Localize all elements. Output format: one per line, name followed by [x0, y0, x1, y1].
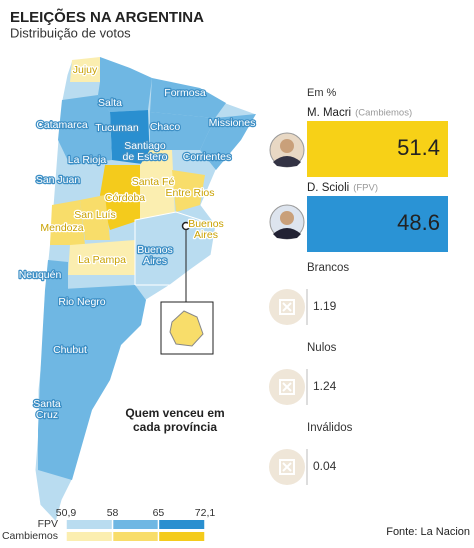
unit: Em % — [307, 87, 337, 99]
inset-city — [169, 310, 204, 347]
candidate-name: M. Macri — [307, 107, 351, 119]
region — [40, 325, 141, 380]
result-value: 51.4 — [397, 135, 440, 160]
province-label: Chaco — [150, 121, 181, 133]
capital-marker — [181, 221, 191, 231]
region — [98, 57, 152, 112]
region — [140, 150, 175, 220]
candidate-party: (FPV) — [353, 183, 378, 194]
province-label: Formosa — [164, 87, 206, 99]
other-value: 0.04 — [313, 459, 337, 473]
icon — [279, 379, 295, 395]
result-box — [307, 196, 448, 252]
result-box — [307, 121, 448, 177]
legend-row-label: FPV — [38, 518, 58, 530]
legend-swatch — [158, 520, 205, 529]
other-value: 1.24 — [313, 379, 337, 393]
other-label: Brancos — [307, 262, 349, 274]
region — [45, 260, 68, 290]
candidate-party: (Cambiemos) — [355, 108, 412, 119]
province-label: Chubut — [53, 344, 87, 356]
province-label: Catamarca — [36, 119, 88, 131]
legend-swatch — [158, 532, 205, 541]
map — [34, 56, 257, 523]
province-label: Salta — [98, 97, 122, 109]
region — [200, 114, 256, 170]
legend-tick-label: 50,9 — [56, 507, 77, 519]
province-label: Rio Negro — [58, 296, 105, 308]
source: Fonte: La Nacion — [386, 526, 470, 538]
other-label: Nulos — [307, 342, 337, 354]
result-value: 48.6 — [397, 210, 440, 235]
province-label: Neuquén — [19, 269, 62, 281]
province-label: Santiago — [124, 140, 166, 152]
map-annotation: Quem venceu em — [125, 406, 224, 420]
province-label: Missiones — [209, 117, 256, 129]
province-label: Santa — [33, 398, 61, 410]
province-label: San Luís — [74, 209, 115, 221]
other-value: 1.19 — [313, 299, 337, 313]
region — [110, 110, 150, 165]
province-label: Aires — [194, 229, 218, 241]
province-label: La Rioja — [68, 154, 107, 166]
province-label: Córdoba — [105, 192, 145, 204]
legend-tick-label: 72,1 — [195, 507, 216, 519]
icon — [279, 299, 295, 315]
province-label: Cruz — [36, 409, 58, 421]
region — [150, 112, 215, 150]
province-label: de Estero — [123, 151, 168, 163]
region — [38, 380, 110, 480]
legend-tick-label: 58 — [107, 507, 119, 519]
results: Em % — [269, 87, 337, 240]
province-label: La Pampa — [78, 254, 126, 266]
candidate-name: D. Scioli — [307, 182, 349, 194]
legend-row-label: Cambiemos — [2, 530, 58, 542]
region — [80, 195, 110, 240]
legend-swatch — [66, 520, 113, 529]
other-label: Inválidos — [307, 422, 353, 434]
icon — [279, 459, 295, 475]
legend-tick-label: 65 — [153, 507, 165, 519]
legend-swatch — [66, 532, 113, 541]
province-label: Buenos — [188, 218, 224, 230]
region — [50, 200, 85, 245]
region — [58, 95, 112, 165]
province-label: Aires — [143, 255, 167, 267]
province-label: Buenos — [137, 244, 173, 256]
legend-swatch — [112, 520, 159, 529]
province-label: Mendoza — [40, 222, 83, 234]
icon — [282, 462, 292, 472]
title: ELEIÇÕES NA ARGENTINA — [10, 8, 204, 26]
province-label: Entre Rios — [165, 187, 214, 199]
region — [43, 285, 146, 325]
province-label: Tucuman — [95, 122, 139, 134]
photo — [269, 204, 305, 240]
province-label: Jujuy — [73, 64, 98, 76]
region — [70, 57, 100, 82]
icon — [282, 382, 292, 392]
icon — [282, 302, 292, 312]
photo — [269, 132, 305, 168]
region — [150, 78, 226, 118]
legend-swatch — [112, 532, 159, 541]
region — [68, 240, 135, 275]
region — [134, 211, 217, 286]
province-label: Santa Fé — [132, 176, 175, 188]
province-label: Corrientes — [183, 151, 231, 163]
map-annotation: cada província — [133, 420, 217, 434]
region — [172, 170, 205, 212]
subtitle: Distribuição de votos — [10, 25, 131, 40]
region — [100, 165, 140, 230]
province-label: San Juan — [36, 174, 81, 186]
